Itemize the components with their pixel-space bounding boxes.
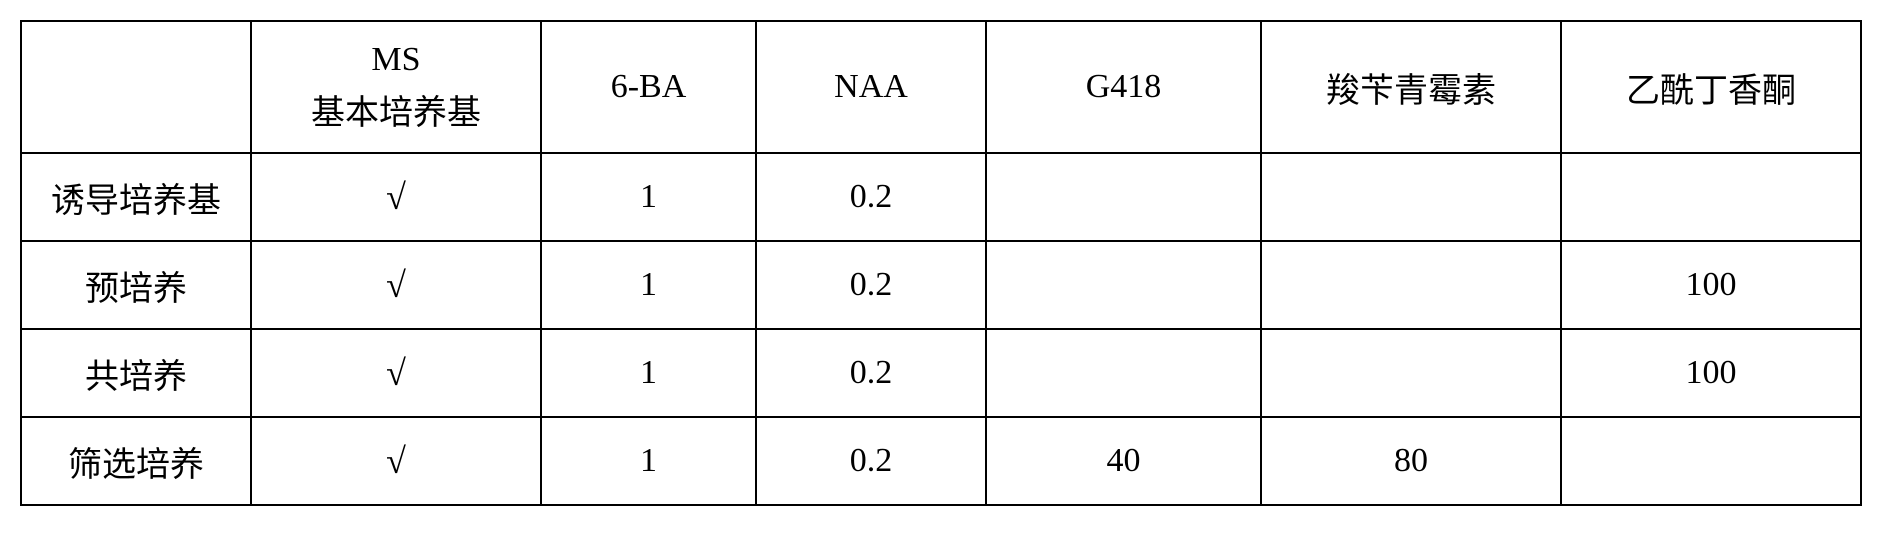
table-row: 诱导培养基 √ 1 0.2 (21, 153, 1861, 241)
header-blank (21, 21, 251, 153)
cell-naa: 0.2 (756, 329, 986, 417)
culture-media-table: MS 基本培养基 6-BA NAA G418 羧苄青霉素 乙酰丁香酮 诱导培养基… (20, 20, 1862, 506)
row-label: 诱导培养基 (21, 153, 251, 241)
cell-g418 (986, 329, 1261, 417)
cell-g418 (986, 241, 1261, 329)
cell-ms: √ (251, 241, 541, 329)
header-ms: MS 基本培养基 (251, 21, 541, 153)
header-6ba: 6-BA (541, 21, 756, 153)
cell-naa: 0.2 (756, 241, 986, 329)
cell-naa: 0.2 (756, 417, 986, 505)
row-label: 筛选培养 (21, 417, 251, 505)
cell-g418 (986, 153, 1261, 241)
cell-carb: 80 (1261, 417, 1561, 505)
cell-ms: √ (251, 417, 541, 505)
row-label: 预培养 (21, 241, 251, 329)
cell-ms: √ (251, 153, 541, 241)
cell-as (1561, 417, 1861, 505)
header-ms-line2: 基本培养基 (252, 87, 540, 141)
cell-6ba: 1 (541, 153, 756, 241)
cell-g418: 40 (986, 417, 1261, 505)
cell-6ba: 1 (541, 241, 756, 329)
header-acetosyringone: 乙酰丁香酮 (1561, 21, 1861, 153)
table-row: 预培养 √ 1 0.2 100 (21, 241, 1861, 329)
table-header-row: MS 基本培养基 6-BA NAA G418 羧苄青霉素 乙酰丁香酮 (21, 21, 1861, 153)
cell-carb (1261, 329, 1561, 417)
header-naa: NAA (756, 21, 986, 153)
header-carbenicillin: 羧苄青霉素 (1261, 21, 1561, 153)
table-row: 共培养 √ 1 0.2 100 (21, 329, 1861, 417)
cell-6ba: 1 (541, 329, 756, 417)
cell-as: 100 (1561, 329, 1861, 417)
table-row: 筛选培养 √ 1 0.2 40 80 (21, 417, 1861, 505)
header-g418: G418 (986, 21, 1261, 153)
cell-naa: 0.2 (756, 153, 986, 241)
cell-carb (1261, 153, 1561, 241)
cell-as: 100 (1561, 241, 1861, 329)
cell-carb (1261, 241, 1561, 329)
cell-as (1561, 153, 1861, 241)
header-ms-line1: MS (252, 33, 540, 87)
cell-6ba: 1 (541, 417, 756, 505)
cell-ms: √ (251, 329, 541, 417)
row-label: 共培养 (21, 329, 251, 417)
